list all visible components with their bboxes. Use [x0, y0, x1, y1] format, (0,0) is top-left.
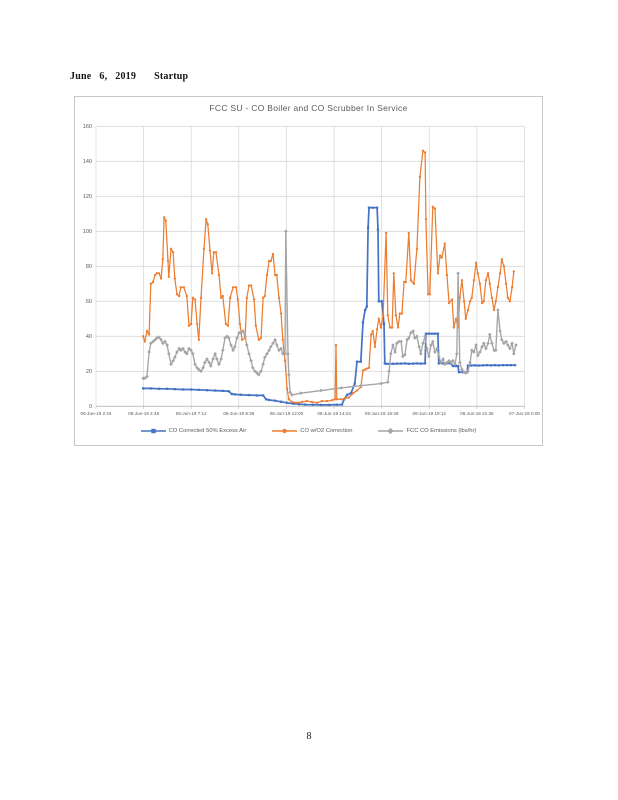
legend-marker-icon	[272, 428, 298, 434]
x-tick-label: 06-Jun-19 16:48	[365, 411, 399, 416]
y-tick-label: 0	[89, 404, 92, 410]
x-tick-label: 06-Jun-19 2:24	[81, 411, 112, 416]
y-tick-label: 120	[83, 194, 92, 200]
legend-marker-icon	[140, 428, 166, 434]
series-line-2	[143, 230, 517, 396]
header-date-year: 2019	[115, 71, 137, 82]
legend-label: FCC CO Emissions (lbs/hr)	[406, 428, 477, 434]
legend-item: FCC CO Emissions (lbs/hr)	[378, 427, 476, 435]
y-tick-label: 20	[86, 369, 92, 375]
header-date-month: June	[70, 71, 92, 82]
y-tick-label: 140	[83, 159, 92, 165]
y-tick-label: 100	[83, 229, 92, 235]
header-label: Startup	[154, 71, 189, 82]
legend-item: CO Corrected 50% Excess Air	[140, 427, 247, 435]
y-tick-label: 80	[86, 264, 92, 270]
x-tick-label: 06-Jun-19 7:12	[176, 411, 207, 416]
x-tick-label: 06-Jun-19 9:36	[223, 411, 254, 416]
x-tick-label: 06-Jun-19 14:24	[317, 411, 351, 416]
legend-item: CO w/O2 Correction	[272, 427, 352, 435]
y-tick-label: 160	[83, 124, 92, 130]
x-tick-label: 07-Jun-19 0:00	[509, 411, 540, 416]
header-date-day: 6,	[99, 71, 108, 82]
series-line-0	[143, 206, 516, 406]
document-header: June 6, 2019 Startup	[70, 71, 188, 82]
legend-label: CO w/O2 Correction	[300, 428, 353, 434]
x-tick-label: 06-Jun-19 4:48	[128, 411, 159, 416]
chart-legend: CO Corrected 50% Excess Air CO w/O2 Corre…	[75, 427, 542, 435]
series-line-1	[142, 150, 515, 404]
page-number: 8	[306, 731, 312, 742]
legend-marker-icon	[378, 427, 404, 435]
x-tick-label: 06-Jun-19 19:12	[413, 411, 447, 416]
x-tick-label: 06-Jun-19 21:36	[460, 411, 494, 416]
x-tick-label: 06-Jun-19 12:00	[270, 411, 304, 416]
y-tick-label: 40	[86, 334, 92, 340]
chart-title: FCC SU - CO Boiler and CO Scrubber In Se…	[209, 103, 408, 113]
legend-label: CO Corrected 50% Excess Air	[168, 428, 247, 434]
y-tick-label: 60	[86, 299, 92, 305]
chart-frame: FCC SU - CO Boiler and CO Scrubber In Se…	[74, 96, 543, 446]
chart-plot-area: 0 20 40 60 80 100 120 140 160 06-Jun-19 2:24 06-Ju…	[81, 124, 541, 416]
